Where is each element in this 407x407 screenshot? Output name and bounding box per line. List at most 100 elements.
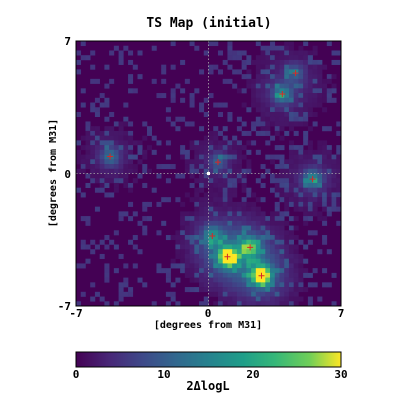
heatmap-cell bbox=[265, 126, 271, 132]
heatmap-cell bbox=[194, 178, 200, 184]
heatmap-cell bbox=[336, 182, 342, 188]
heatmap-cell bbox=[251, 235, 257, 241]
heatmap-cell bbox=[132, 164, 138, 170]
heatmap-cell bbox=[104, 159, 110, 165]
heatmap-cell bbox=[94, 149, 100, 155]
heatmap-cell bbox=[104, 178, 110, 184]
heatmap-cell bbox=[322, 64, 328, 70]
heatmap-cell bbox=[255, 206, 261, 212]
heatmap-cell bbox=[199, 201, 205, 207]
colorbar-tick-30: 30 bbox=[334, 368, 347, 381]
heatmap-cell bbox=[99, 182, 105, 188]
heatmap-cell bbox=[227, 296, 233, 302]
heatmap-cell bbox=[279, 249, 285, 255]
heatmap-cell bbox=[246, 296, 252, 302]
heatmap-cell bbox=[94, 145, 100, 151]
heatmap-cell bbox=[241, 296, 247, 302]
heatmap-cell bbox=[246, 263, 252, 269]
heatmap-cell bbox=[317, 159, 323, 165]
heatmap-cell bbox=[203, 244, 209, 250]
heatmap-cell bbox=[288, 239, 294, 245]
heatmap-cell bbox=[303, 116, 309, 122]
heatmap-cell bbox=[199, 107, 205, 113]
heatmap-cell bbox=[85, 182, 91, 188]
heatmap-cell bbox=[270, 74, 276, 80]
heatmap-cell bbox=[312, 211, 318, 217]
heatmap-cell bbox=[80, 55, 86, 61]
heatmap-cell bbox=[236, 220, 242, 226]
heatmap-cell bbox=[189, 258, 195, 264]
heatmap-cell bbox=[298, 277, 304, 283]
heatmap-cell bbox=[161, 78, 167, 84]
heatmap-cell bbox=[227, 55, 233, 61]
heatmap-cell bbox=[232, 239, 238, 245]
heatmap-cell bbox=[279, 301, 285, 307]
heatmap-cell bbox=[80, 159, 86, 165]
heatmap-cell bbox=[199, 287, 205, 293]
heatmap-cell bbox=[241, 50, 247, 56]
heatmap-cell bbox=[227, 116, 233, 122]
heatmap-cell bbox=[213, 201, 219, 207]
heatmap-cell bbox=[85, 140, 91, 146]
heatmap-cell bbox=[274, 301, 280, 307]
heatmap-cell bbox=[265, 253, 271, 259]
heatmap-cell bbox=[274, 235, 280, 241]
heatmap-cell bbox=[241, 239, 247, 245]
heatmap-cell bbox=[113, 140, 119, 146]
heatmap-cell bbox=[213, 140, 219, 146]
heatmap-cell bbox=[317, 192, 323, 198]
heatmap-cell bbox=[156, 173, 162, 179]
heatmap-cell bbox=[293, 111, 299, 118]
heatmap-cell bbox=[208, 135, 214, 141]
heatmap-cell bbox=[236, 164, 242, 170]
heatmap-cell bbox=[270, 258, 276, 264]
heatmap-cell bbox=[255, 249, 261, 255]
heatmap-cell bbox=[137, 149, 143, 155]
heatmap-cell bbox=[270, 116, 276, 122]
heatmap-cell bbox=[288, 69, 294, 75]
heatmap-cell bbox=[104, 64, 110, 70]
heatmap-cell bbox=[270, 239, 276, 245]
heatmap-cell bbox=[288, 201, 294, 207]
heatmap-cell bbox=[317, 249, 323, 255]
heatmap-cell bbox=[317, 178, 323, 184]
heatmap-cell bbox=[203, 296, 209, 302]
heatmap-cell bbox=[189, 277, 195, 283]
heatmap-cell bbox=[189, 93, 195, 99]
heatmap-cell bbox=[180, 145, 186, 151]
heatmap-cell bbox=[118, 282, 124, 288]
heatmap-cell bbox=[326, 164, 332, 170]
heatmap-cell bbox=[293, 102, 299, 108]
heatmap-cell bbox=[128, 201, 134, 207]
heatmap-cell bbox=[265, 83, 271, 89]
heatmap-cell bbox=[298, 69, 304, 75]
heatmap-cell bbox=[213, 301, 219, 307]
heatmap-cell bbox=[113, 182, 119, 188]
heatmap-cell bbox=[279, 126, 285, 132]
heatmap-cell bbox=[279, 168, 285, 174]
heatmap-cell bbox=[279, 88, 285, 94]
heatmap-cell bbox=[293, 301, 299, 307]
colorbar-tick-0: 0 bbox=[73, 368, 80, 381]
heatmap-cell bbox=[236, 50, 242, 56]
heatmap-cell bbox=[255, 235, 261, 241]
heatmap-cell bbox=[251, 296, 257, 302]
heatmap-cell bbox=[288, 121, 294, 127]
heatmap-cell bbox=[199, 253, 205, 259]
heatmap-cell bbox=[307, 182, 313, 188]
heatmap-cell bbox=[232, 287, 238, 293]
heatmap-cell bbox=[322, 268, 328, 274]
heatmap-cell bbox=[118, 168, 124, 174]
heatmap-cell bbox=[312, 97, 318, 103]
heatmap-cell bbox=[189, 164, 195, 170]
heatmap-cell bbox=[298, 97, 304, 103]
heatmap-cell bbox=[189, 235, 195, 241]
heatmap-cell bbox=[94, 78, 100, 84]
heatmap-cell bbox=[208, 216, 214, 222]
heatmap-cell bbox=[123, 149, 129, 155]
heatmap-cell bbox=[137, 159, 143, 165]
heatmap-cell bbox=[189, 268, 195, 274]
colorbar-tick-10: 10 bbox=[157, 368, 170, 381]
heatmap-cell bbox=[279, 59, 285, 65]
heatmap-cell bbox=[312, 164, 318, 170]
